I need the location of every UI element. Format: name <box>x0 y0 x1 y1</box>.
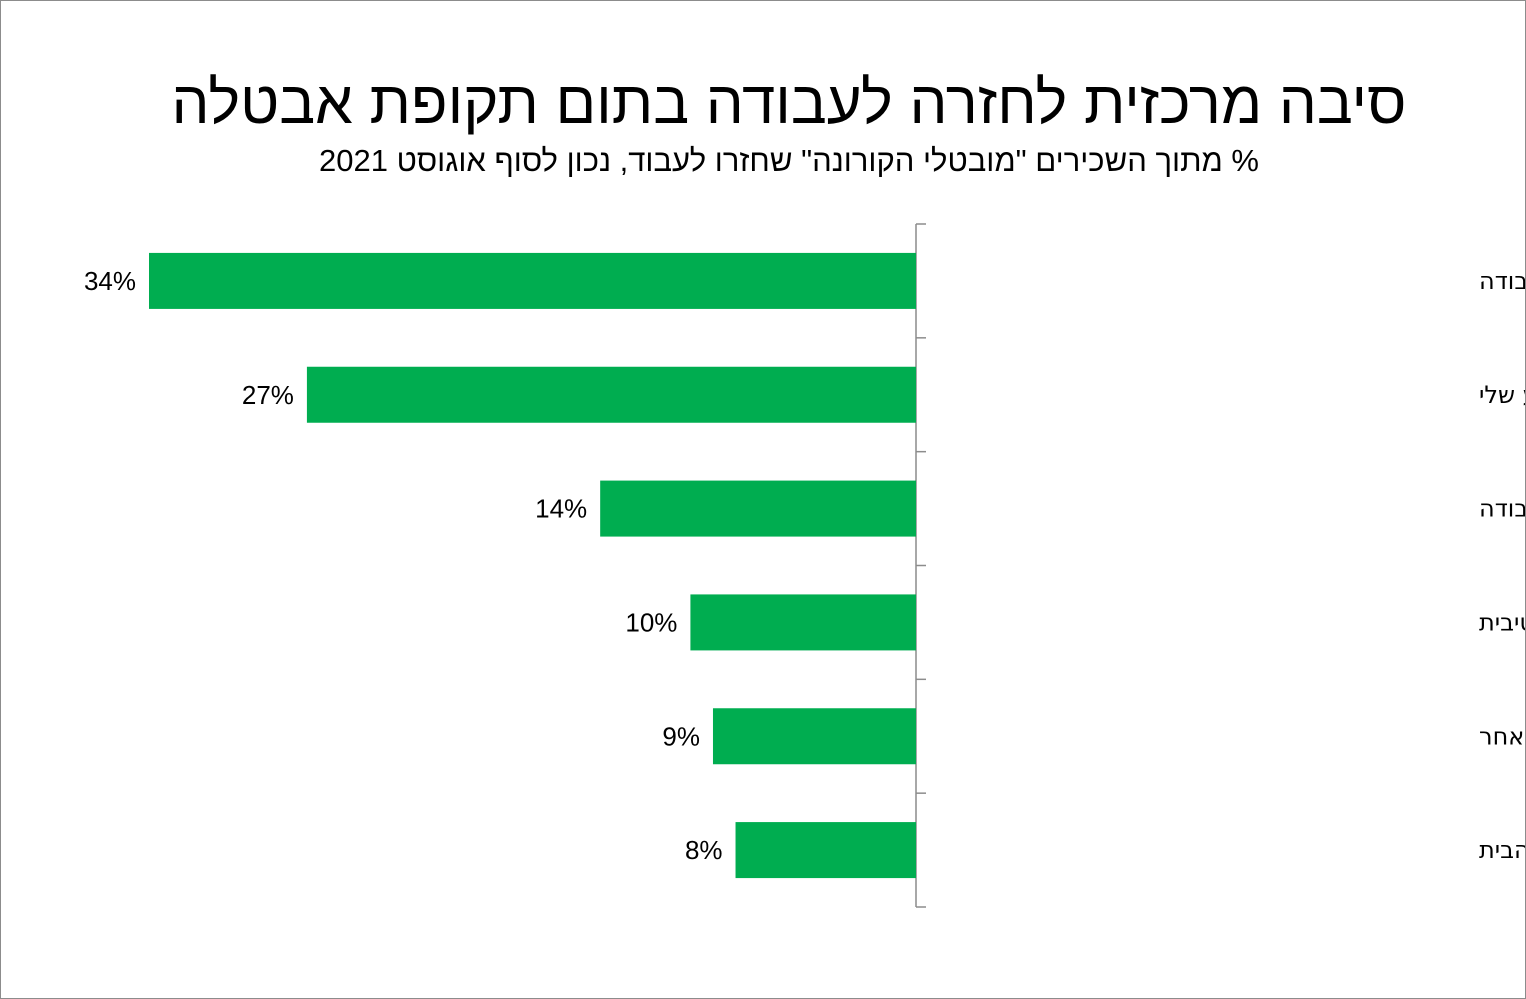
category-label: הפסקת הזכאות לחל"ת גרמה לי לחפש מקום עבו… <box>1479 495 1525 523</box>
category-axis <box>915 223 926 908</box>
category-label: שעמום / רציתי לצאת מהבית <box>1479 836 1525 864</box>
category-label: רציתי לחזור לעבוד במקצוע שלי <box>1479 381 1525 409</box>
bar <box>149 252 916 309</box>
bar-value-label: 27% <box>242 380 294 410</box>
chart-title: סיבה מרכזית לחזרה לעבודה בתום תקופת אבטל… <box>172 69 1407 136</box>
chart-subtitle: % מתוך השכירים "מובטלי הקורונה" שחזרו לע… <box>319 143 1259 178</box>
bar <box>600 480 916 537</box>
bar <box>712 708 916 765</box>
bars <box>149 252 917 879</box>
bar-value-label: 10% <box>625 607 677 637</box>
bar <box>690 594 916 651</box>
category-labels: המעסיק הקודם/נוכחי ביקש שאחזור לעבודה רצי… <box>1479 267 1525 864</box>
category-label: אחר <box>1479 722 1524 750</box>
bar-value-label: 34% <box>84 266 136 296</box>
value-labels: 34% 27% 14% 10% 9% 8% <box>84 266 723 865</box>
bar-value-label: 8% <box>685 835 723 865</box>
bar-value-label: 14% <box>535 494 587 524</box>
bar-value-label: 9% <box>662 721 700 751</box>
category-label: קיבלתי הצעת עבודה אטרקטיבית <box>1479 608 1525 636</box>
bar <box>306 366 917 423</box>
category-label: המעסיק הקודם/נוכחי ביקש שאחזור לעבודה <box>1479 267 1525 295</box>
bar <box>735 822 916 879</box>
